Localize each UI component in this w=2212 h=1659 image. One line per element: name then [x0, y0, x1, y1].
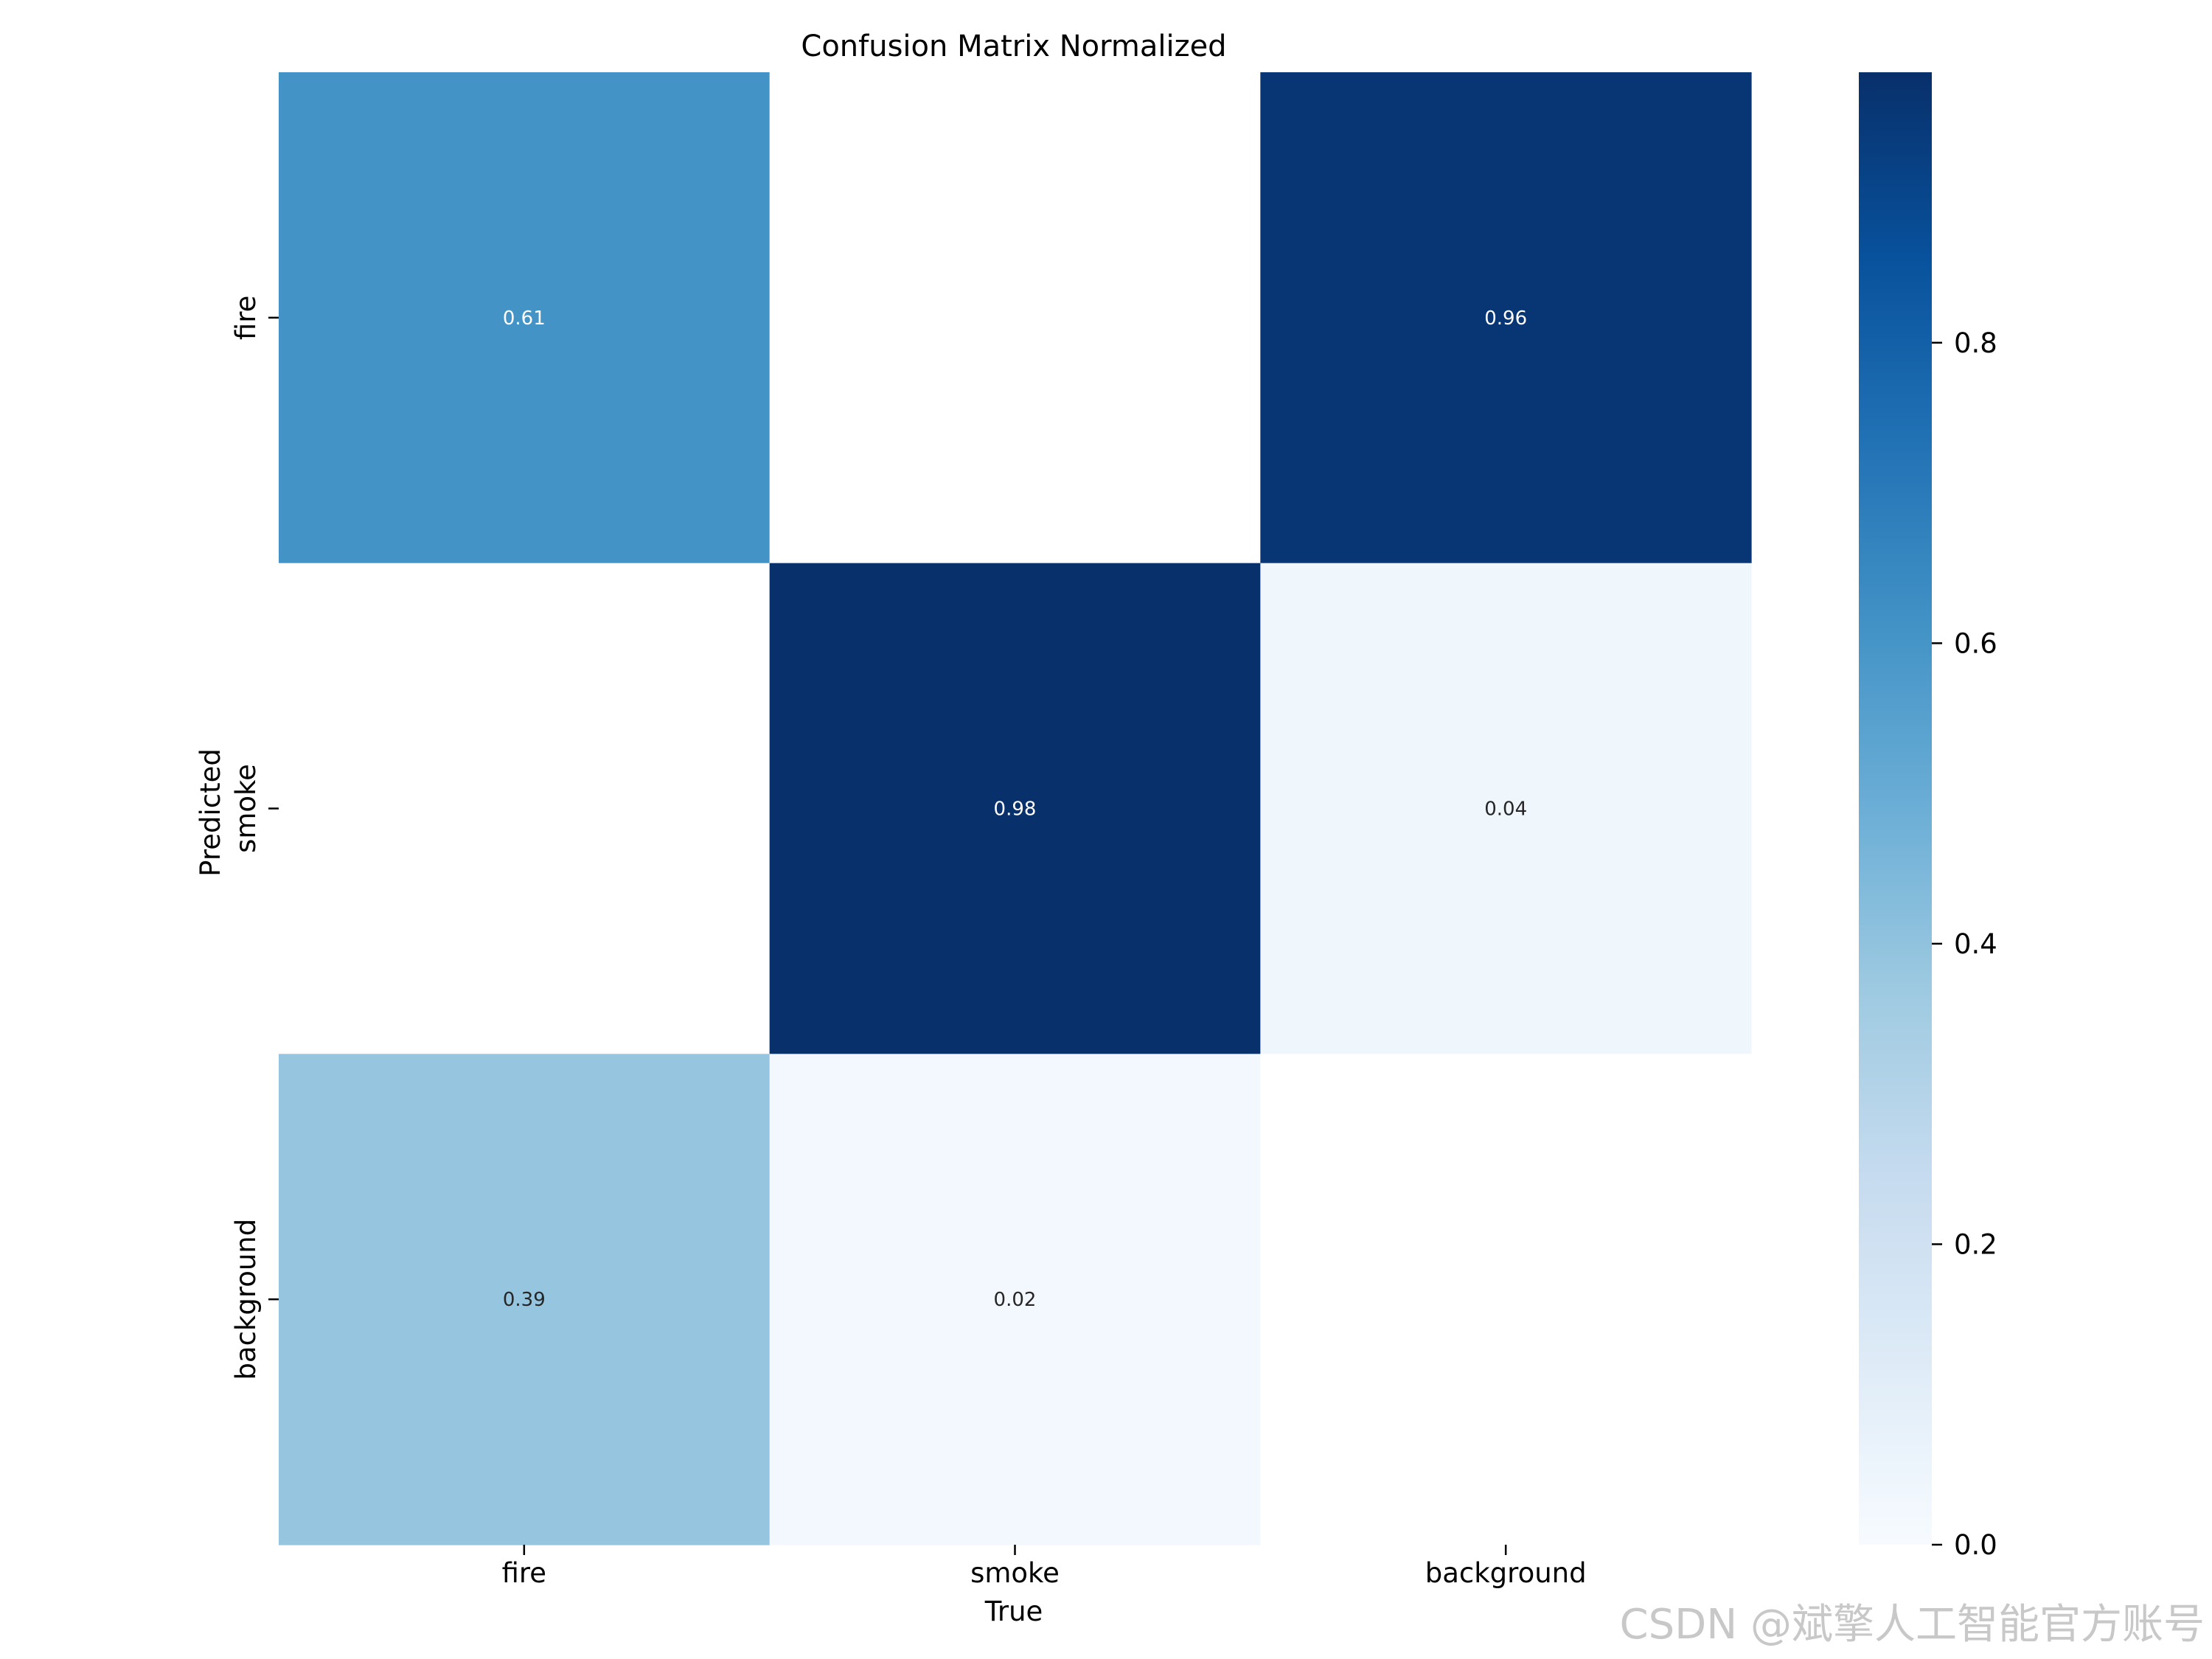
- cell-background-fire: [279, 1054, 771, 1545]
- colorbar-tick-label-4: 0.8: [1954, 327, 1997, 359]
- colorbar-ticks: 0.0 0.2 0.4 0.6 0.8: [1932, 327, 1997, 1561]
- x-tick-label-background: background: [1425, 1557, 1587, 1589]
- colorbar-tick-label-3: 0.6: [1954, 627, 1997, 659]
- chart-title: Confusion Matrix Normalized: [801, 29, 1226, 63]
- cell-fire-fire: [279, 72, 771, 564]
- colorbar-tick-label-0: 0.0: [1954, 1529, 1997, 1561]
- cell-value-background-fire: 0.39: [503, 1289, 546, 1311]
- cell-smoke-smoke: [769, 563, 1261, 1054]
- y-axis-ticks: fire smoke background: [230, 296, 279, 1380]
- y-tick-label-fire: fire: [230, 296, 262, 340]
- cell-background-background: [1260, 1054, 1752, 1545]
- y-tick-label-background: background: [230, 1219, 262, 1380]
- cell-value-smoke-background: 0.04: [1484, 799, 1527, 821]
- cell-background-smoke: [769, 1054, 1261, 1545]
- y-axis-label: Predicted: [195, 748, 226, 877]
- x-axis-ticks: fire smoke background: [502, 1545, 1587, 1589]
- x-tick-label-smoke: smoke: [970, 1557, 1060, 1589]
- cell-fire-smoke: [769, 72, 1261, 564]
- x-tick-label-fire: fire: [502, 1557, 546, 1589]
- cell-fire-background: [1260, 72, 1752, 564]
- colorbar: [1859, 72, 1932, 1545]
- colorbar-tick-label-1: 0.2: [1954, 1228, 1997, 1260]
- cell-smoke-background: [1260, 563, 1752, 1054]
- watermark-text: CSDN @斌擎人工智能官方账号: [1620, 1601, 2205, 1649]
- cell-value-fire-background: 0.96: [1484, 307, 1527, 330]
- y-tick-label-smoke: smoke: [230, 764, 262, 853]
- cell-value-smoke-smoke: 0.98: [994, 799, 1037, 821]
- heatmap-cells: [279, 72, 1752, 1545]
- colorbar-tick-label-2: 0.4: [1954, 928, 1997, 960]
- heatmap-cell-labels: 0.61 0.96 0.98 0.04 0.39 0.02: [503, 307, 1527, 1311]
- cell-value-background-smoke: 0.02: [994, 1289, 1037, 1311]
- cell-value-fire-fire: 0.61: [503, 307, 546, 330]
- cell-smoke-fire: [279, 563, 771, 1054]
- x-axis-label: True: [984, 1596, 1043, 1627]
